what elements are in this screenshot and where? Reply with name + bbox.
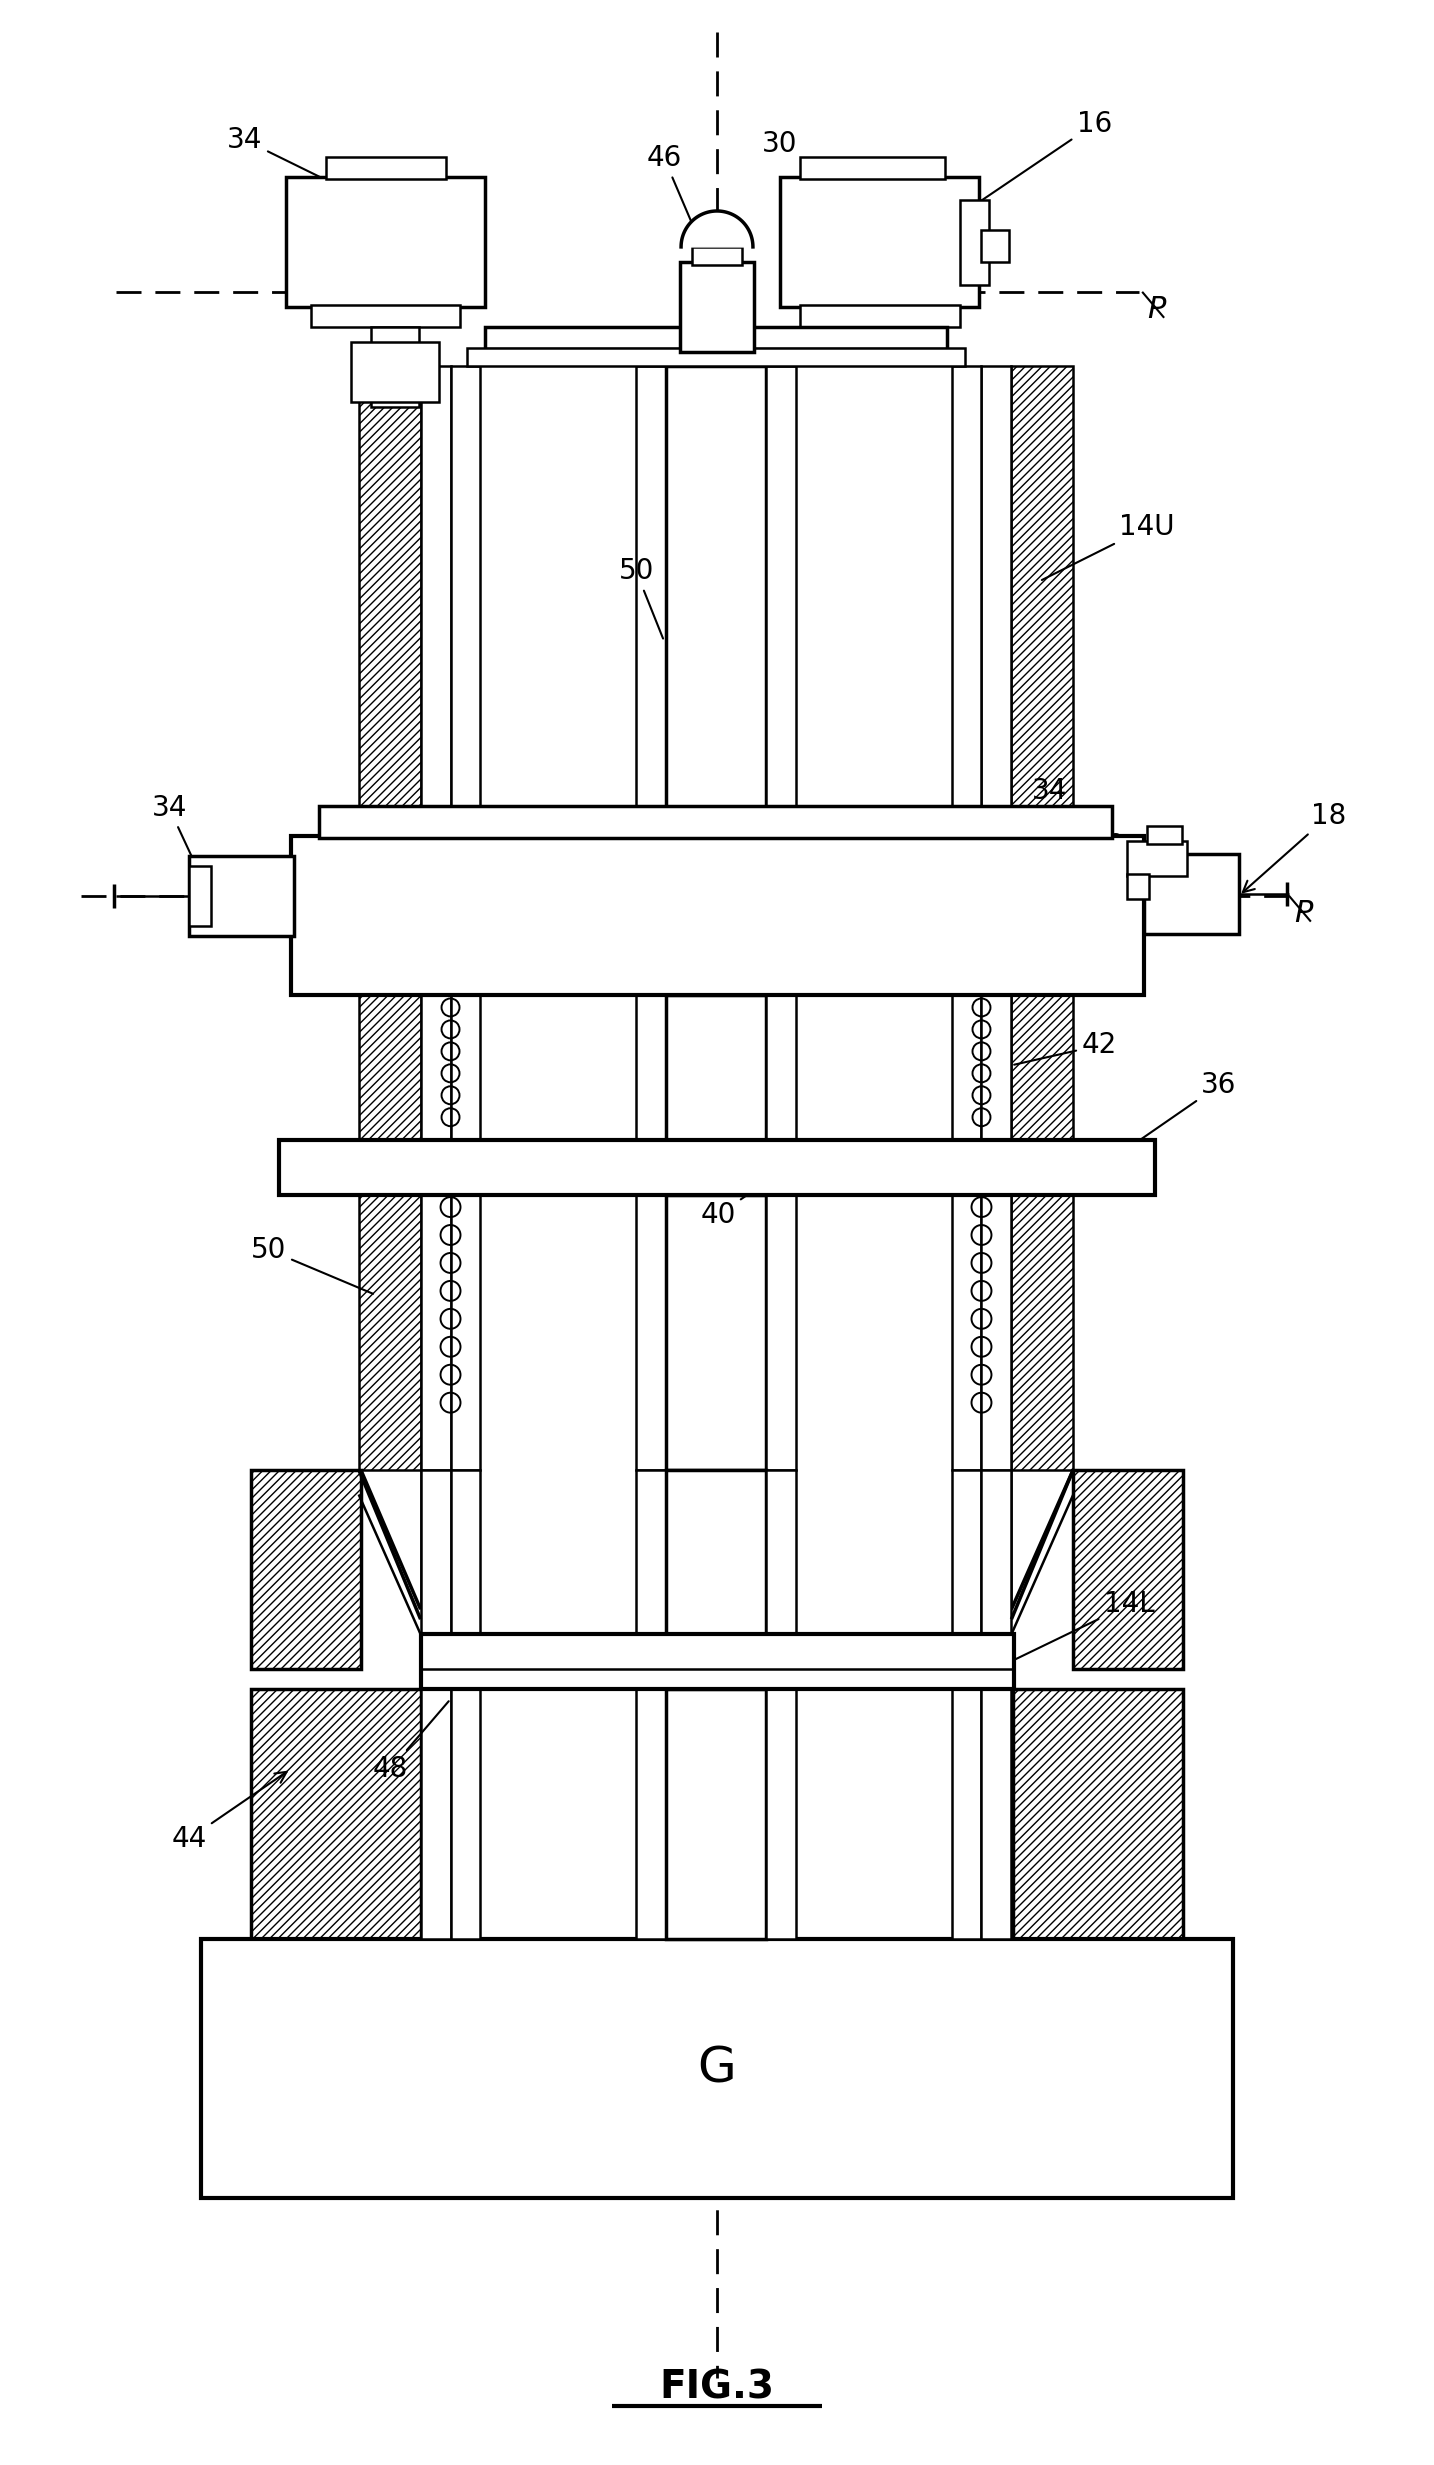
Bar (667, 996, 766, 1141)
Bar (285, 177, 486, 306)
Bar (1127, 873, 1149, 900)
Text: 34: 34 (152, 794, 195, 863)
Bar (1014, 1689, 1183, 1937)
Bar (251, 1469, 361, 1669)
Bar (450, 996, 480, 1141)
Bar (766, 996, 796, 1141)
Bar (1073, 1469, 1183, 1669)
Bar (952, 1469, 981, 1669)
Bar (780, 177, 979, 306)
Text: P: P (1147, 296, 1166, 325)
Bar (420, 1196, 450, 1469)
Bar (450, 1689, 480, 1937)
Bar (1127, 841, 1187, 875)
Text: 34: 34 (1031, 776, 1124, 843)
Bar (667, 365, 766, 836)
Bar (667, 1689, 766, 1937)
Bar (420, 1634, 1014, 1689)
Bar (311, 306, 460, 328)
Text: 38: 38 (1061, 811, 1144, 875)
Bar (1011, 365, 1073, 836)
Text: P: P (1293, 900, 1312, 929)
Bar (981, 1689, 1011, 1937)
Bar (326, 158, 446, 180)
Bar (450, 1469, 480, 1669)
Bar (420, 365, 450, 836)
Bar (693, 246, 741, 264)
Text: 50: 50 (251, 1235, 373, 1294)
Bar (358, 1196, 420, 1469)
Bar (1147, 826, 1182, 843)
Text: G: G (697, 2043, 737, 2093)
Bar (800, 158, 945, 180)
Bar (1011, 1196, 1073, 1469)
Bar (637, 1689, 667, 1937)
Bar (981, 1196, 1011, 1469)
Text: 46: 46 (647, 143, 716, 279)
Text: 50: 50 (618, 557, 663, 638)
Bar (486, 328, 946, 348)
Text: 30: 30 (761, 131, 853, 200)
Bar (766, 1689, 796, 1937)
Bar (981, 996, 1011, 1141)
Bar (637, 996, 667, 1141)
Bar (251, 1689, 420, 1937)
Polygon shape (681, 212, 753, 246)
Bar (358, 996, 420, 1141)
Text: 16: 16 (969, 111, 1111, 210)
Text: 44: 44 (172, 1772, 287, 1854)
Bar (637, 1196, 667, 1469)
Bar (291, 836, 1144, 996)
Bar (667, 1469, 766, 1669)
Text: 14L: 14L (1012, 1590, 1154, 1661)
Bar (1144, 853, 1239, 934)
Bar (952, 365, 981, 836)
Bar (952, 1196, 981, 1469)
Bar (637, 365, 667, 836)
Bar (680, 261, 754, 352)
Bar (766, 1196, 796, 1469)
Text: 40: 40 (700, 1183, 764, 1230)
Bar (189, 865, 211, 924)
Bar (952, 996, 981, 1141)
Bar (450, 1196, 480, 1469)
Bar (952, 1689, 981, 1937)
Bar (467, 348, 965, 365)
Text: 34: 34 (227, 126, 358, 195)
Bar (420, 996, 450, 1141)
Text: 30: 30 (1090, 831, 1187, 892)
Bar (201, 1937, 1233, 2199)
Bar (420, 1469, 450, 1669)
Bar (358, 365, 420, 836)
Bar (278, 1141, 1156, 1196)
Bar (637, 1469, 667, 1669)
Bar (450, 365, 480, 836)
Text: 48: 48 (373, 1701, 449, 1782)
Bar (981, 1469, 1011, 1669)
Bar (766, 1469, 796, 1669)
Bar (981, 365, 1011, 836)
Bar (189, 855, 294, 937)
Text: 18: 18 (1243, 801, 1347, 892)
Bar (370, 328, 419, 407)
Bar (766, 365, 796, 836)
Bar (959, 200, 989, 286)
Bar (1011, 996, 1073, 1141)
Text: FIG.3: FIG.3 (660, 2369, 774, 2406)
Text: 36: 36 (1103, 1072, 1236, 1166)
Text: 14U: 14U (1043, 513, 1174, 579)
Bar (351, 343, 439, 402)
Bar (318, 806, 1113, 838)
Text: 42: 42 (1014, 1030, 1117, 1065)
Bar (800, 306, 959, 328)
Bar (420, 1689, 450, 1937)
Bar (981, 229, 1010, 261)
Bar (667, 1196, 766, 1469)
